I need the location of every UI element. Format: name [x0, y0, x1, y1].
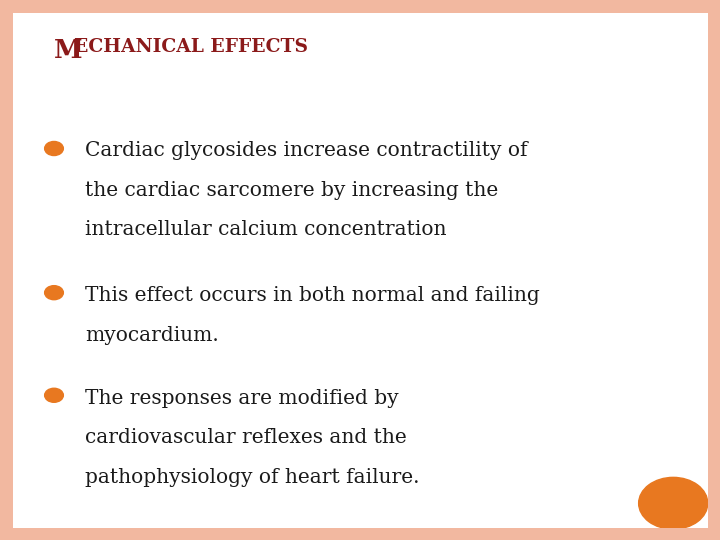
Text: The responses are modified by: The responses are modified by	[85, 389, 399, 408]
Text: myocardium.: myocardium.	[85, 326, 219, 345]
Text: ECHANICAL EFFECTS: ECHANICAL EFFECTS	[74, 38, 308, 56]
Circle shape	[45, 388, 63, 402]
Circle shape	[45, 141, 63, 156]
Text: pathophysiology of heart failure.: pathophysiology of heart failure.	[85, 468, 420, 487]
Text: M: M	[54, 38, 83, 63]
Text: Cardiac glycosides increase contractility of: Cardiac glycosides increase contractilit…	[85, 141, 528, 160]
Text: the cardiac sarcomere by increasing the: the cardiac sarcomere by increasing the	[85, 181, 498, 200]
Text: cardiovascular reflexes and the: cardiovascular reflexes and the	[85, 428, 407, 447]
Circle shape	[45, 286, 63, 300]
Circle shape	[639, 477, 708, 529]
Text: This effect occurs in both normal and failing: This effect occurs in both normal and fa…	[85, 286, 540, 305]
Text: intracellular calcium concentration: intracellular calcium concentration	[85, 220, 446, 239]
